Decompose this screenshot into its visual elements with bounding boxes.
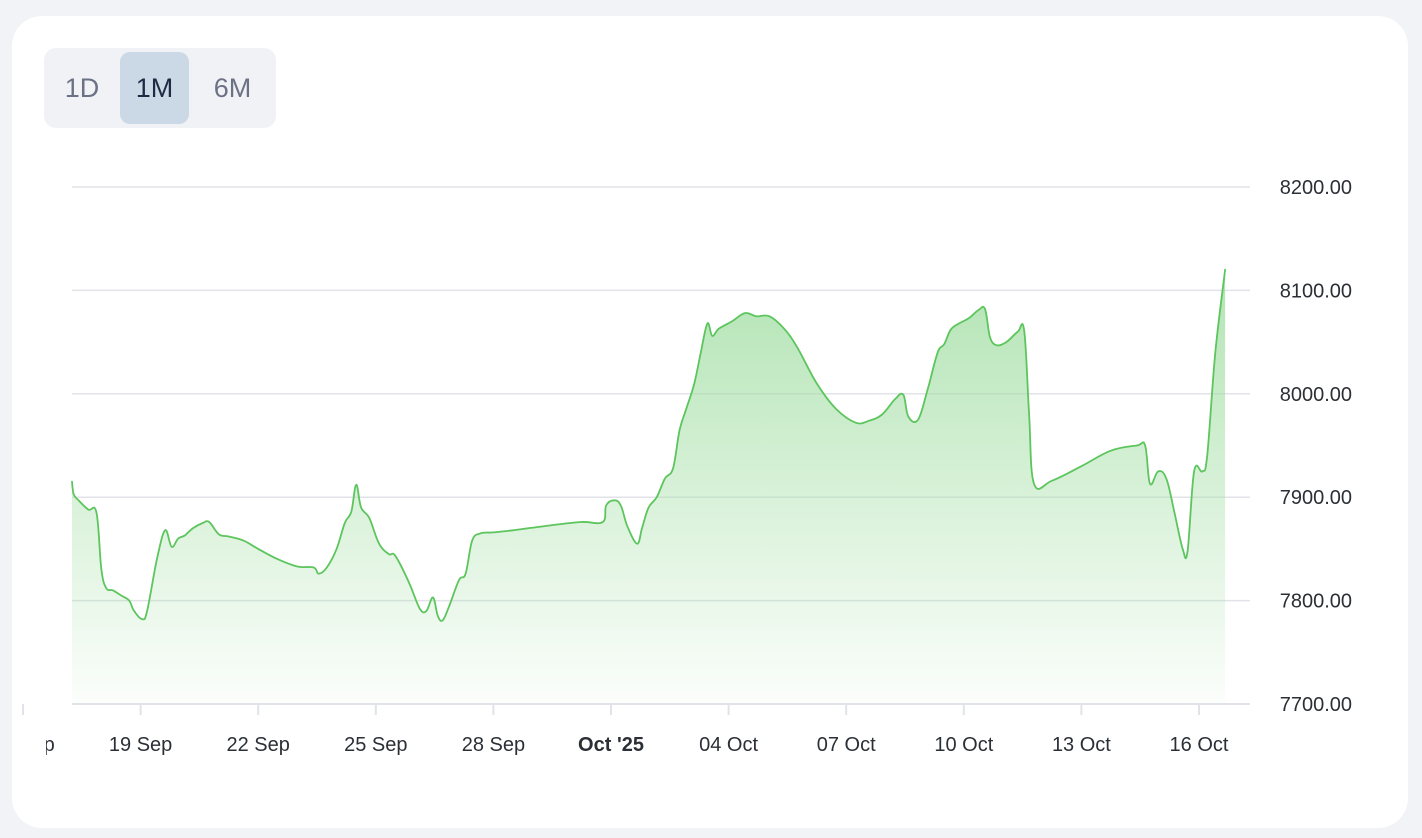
area-fill	[72, 269, 1226, 704]
y-tick-label: 7800.00	[1280, 591, 1352, 613]
time-range-selector: 1D 1M 6M	[44, 48, 276, 128]
x-tick-label: 04 Oct	[699, 734, 758, 756]
x-tick-label: 16 Sep	[0, 734, 55, 756]
x-tick-label: 19 Sep	[109, 734, 172, 756]
x-tick-label: 07 Oct	[817, 734, 876, 756]
y-tick-label: 8000.00	[1280, 384, 1352, 406]
y-tick-label: 8200.00	[1280, 177, 1352, 199]
range-option-6m[interactable]: 6M	[213, 73, 252, 103]
x-tick-label: 22 Sep	[227, 734, 290, 756]
range-option-1m[interactable]: 1M	[120, 52, 189, 124]
x-tick-label: 10 Oct	[934, 734, 993, 756]
y-tick-label: 8100.00	[1280, 280, 1352, 302]
x-tick-label: 28 Sep	[462, 734, 525, 756]
x-tick-label: Oct '25	[578, 734, 644, 756]
range-option-1d[interactable]: 1D	[64, 73, 100, 103]
x-tick-label: 13 Oct	[1052, 734, 1111, 756]
x-tick-label: 25 Sep	[344, 734, 407, 756]
y-tick-label: 7700.00	[1280, 694, 1352, 716]
x-tick-label: 16 Oct	[1170, 734, 1229, 756]
y-tick-label: 7900.00	[1280, 487, 1352, 509]
series-line	[71, 268, 1226, 622]
